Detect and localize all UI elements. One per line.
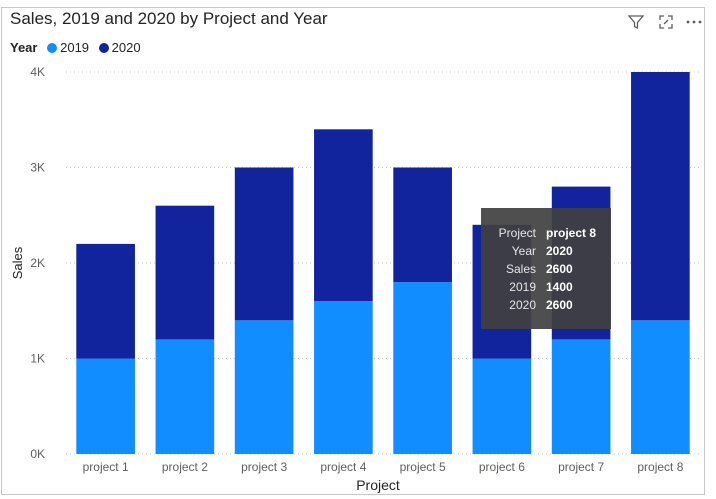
- legend-label-2019: 2019: [60, 40, 90, 55]
- tooltip-value: 1400: [546, 280, 573, 294]
- bar-2020-project-1[interactable]: [76, 243, 135, 359]
- tooltip-row-year: Year 2020: [481, 242, 611, 260]
- chart-title: Sales, 2019 and 2020 by Project and Year: [10, 9, 328, 28]
- legend-marker-2020: [98, 43, 109, 53]
- chart-legend: Year 2019 2020: [10, 40, 147, 56]
- bar-2019-project-3[interactable]: [234, 320, 294, 454]
- y-tick-label: 2K: [30, 256, 45, 270]
- bar-2019-project-2[interactable]: [155, 339, 215, 454]
- legend-item-2020[interactable]: 2020: [98, 40, 141, 55]
- y-tick-label: 0K: [30, 447, 45, 461]
- x-tick-label: project 5: [400, 460, 446, 474]
- tooltip-key: Project: [498, 226, 536, 240]
- tooltip-value: 2600: [546, 262, 573, 276]
- bar-2020-project-2[interactable]: [155, 205, 215, 340]
- y-tick-label: 3K: [30, 161, 45, 175]
- tooltip-row-2020: 2020 2600: [481, 296, 611, 314]
- tooltip-key: 2020: [509, 298, 536, 312]
- more-options-icon[interactable]: [684, 12, 704, 32]
- bar-2020-project-4[interactable]: [314, 129, 373, 302]
- bar-2020-project-3[interactable]: [234, 167, 294, 321]
- legend-item-2019[interactable]: 2019: [47, 40, 89, 55]
- x-tick-label: project 6: [479, 460, 525, 474]
- tooltip-key: Year: [511, 244, 536, 258]
- x-axis-ticks: project 1 project 2 project 3 project 4 proj…: [83, 460, 684, 474]
- bar-2019-project-8[interactable]: [631, 320, 690, 454]
- x-tick-label: project 7: [558, 460, 604, 474]
- y-axis-title: Sales: [10, 246, 25, 279]
- x-tick-label: project 4: [320, 460, 366, 474]
- bar-2019-project-6[interactable]: [472, 358, 532, 455]
- bar-2020-project-8[interactable]: [631, 72, 690, 321]
- filter-icon[interactable]: [626, 12, 646, 32]
- visual-header-toolbar: [626, 12, 706, 32]
- bar-2019-project-5[interactable]: [393, 282, 452, 454]
- legend-title: Year: [10, 40, 38, 55]
- bar-2020-project-5[interactable]: [393, 167, 452, 283]
- x-tick-label: project 8: [637, 460, 683, 474]
- x-tick-label: project 2: [162, 460, 208, 474]
- x-axis-title: Project: [356, 477, 400, 493]
- bar-2019-project-7[interactable]: [551, 339, 611, 454]
- tooltip-row-sales: Sales 2600: [481, 260, 611, 278]
- y-axis-ticks: 0K 1K 2K 3K 4K: [30, 65, 45, 461]
- tooltip-row-2019: 2019 1400: [481, 278, 611, 296]
- data-tooltip: Project project 8 Year 2020 Sales 2600 2…: [481, 208, 611, 329]
- focus-mode-icon[interactable]: [656, 12, 676, 32]
- x-tick-label: project 1: [83, 460, 129, 474]
- tooltip-row-project: Project project 8: [481, 224, 611, 242]
- bar-2019-project-4[interactable]: [314, 301, 373, 454]
- bar-2019-project-1[interactable]: [76, 358, 135, 455]
- tooltip-key: Sales: [505, 262, 536, 276]
- y-tick-label: 4K: [30, 65, 45, 79]
- tooltip-value: project 8: [546, 226, 597, 240]
- bars: [76, 72, 690, 455]
- legend-marker-2019: [47, 43, 58, 53]
- tooltip-value: 2600: [546, 298, 573, 312]
- tooltip-key: 2019: [509, 280, 536, 294]
- legend-label-2020: 2020: [111, 40, 141, 55]
- x-tick-label: project 3: [241, 460, 287, 474]
- y-tick-label: 1K: [30, 352, 45, 366]
- tooltip-value: 2020: [546, 244, 573, 258]
